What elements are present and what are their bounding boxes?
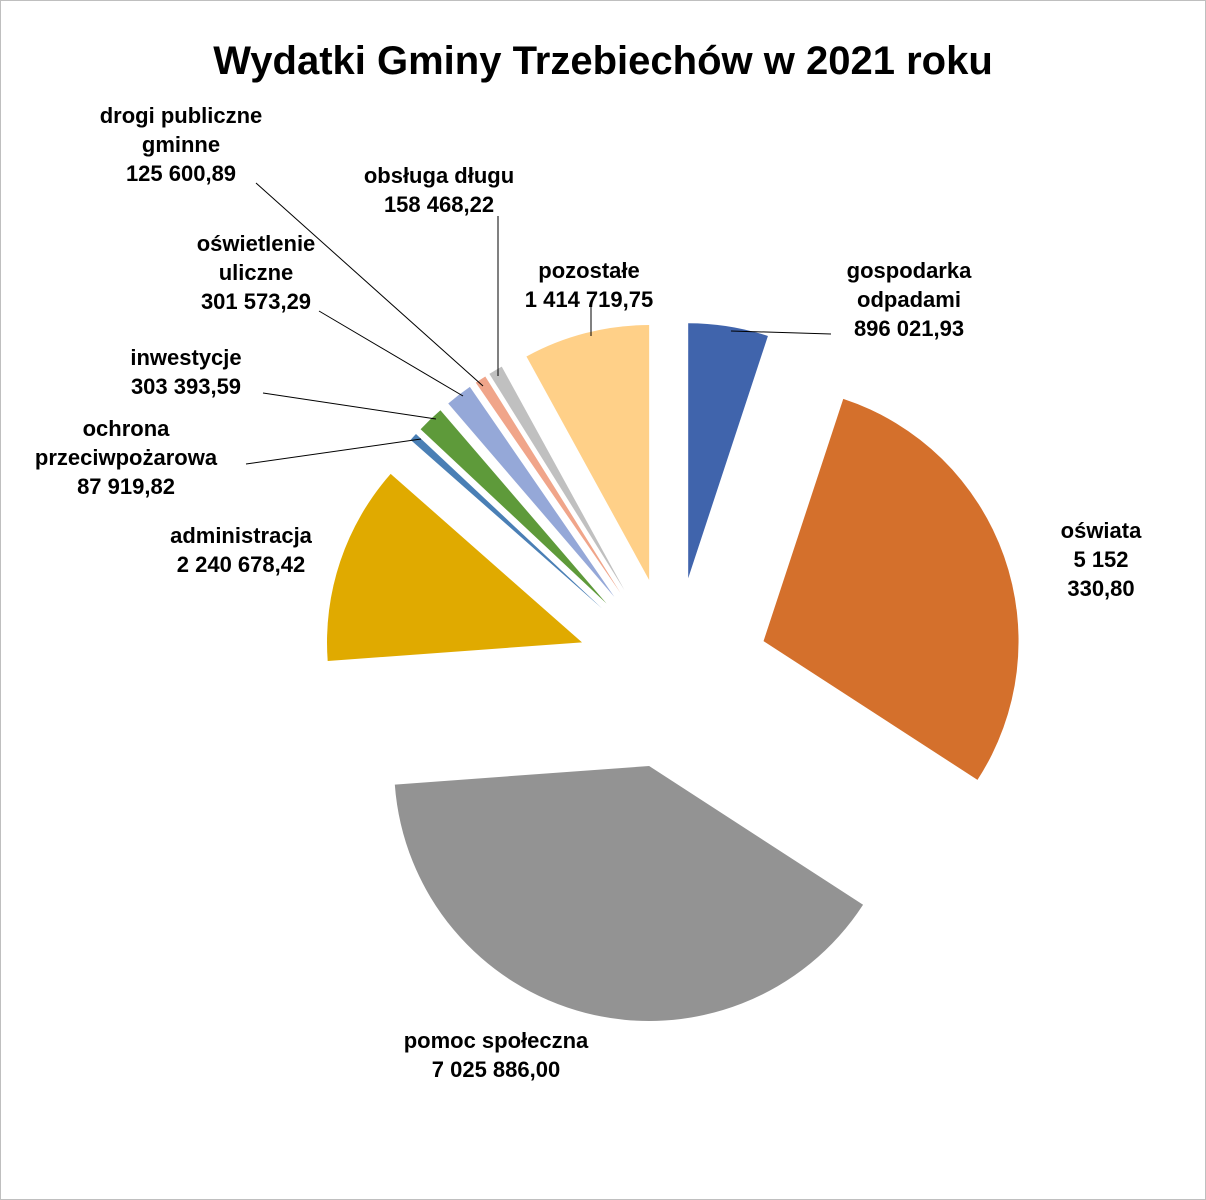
data-label: gospodarka odpadami 896 021,93 — [847, 256, 972, 343]
pie-slice — [688, 323, 768, 579]
pie-slice — [410, 433, 602, 609]
value-label: 1 414 719,75 — [524, 287, 654, 312]
data-label: obsługa długu 158 468,22 — [364, 161, 514, 219]
pie-slice — [420, 410, 607, 604]
pie-slice — [526, 325, 650, 581]
value-label: 5 152 330,80 — [1067, 547, 1135, 601]
chart-title: Wydatki Gminy Trzebiechów w 2021 roku — [213, 39, 993, 83]
category-label: gospodarka odpadami — [846, 258, 972, 312]
pie-slice — [394, 765, 864, 1021]
value-label: 125 600,89 — [125, 161, 237, 186]
value-label: 896 021,93 — [853, 316, 965, 341]
data-label: drogi publiczne gminne 125 600,89 — [100, 101, 263, 188]
pie-slice — [327, 473, 583, 661]
data-label: inwestycje 303 393,59 — [130, 343, 241, 401]
pie-slice — [489, 366, 625, 591]
data-label: administracja 2 240 678,42 — [170, 521, 312, 579]
pie-slice — [475, 376, 621, 593]
leader-line — [245, 438, 422, 465]
category-label: oświata — [1060, 518, 1142, 543]
value-label: 87 919,82 — [77, 474, 175, 499]
leader-line — [255, 182, 484, 387]
category-label: obsługa długu — [363, 163, 515, 188]
data-label: oświata 5 152 330,80 — [1049, 516, 1153, 603]
value-label: 2 240 678,42 — [176, 552, 306, 577]
leader-line — [730, 330, 832, 335]
value-label: 7 025 886,00 — [431, 1057, 561, 1082]
value-label: 301 573,29 — [200, 289, 312, 314]
pie-slice — [448, 386, 615, 597]
category-label: ochrona przeciwpożarowa — [34, 416, 218, 470]
data-label: ochrona przeciwpożarowa 87 919,82 — [35, 414, 217, 501]
category-label: administracja — [170, 523, 312, 548]
data-label: pomoc społeczna 7 025 886,00 — [404, 1026, 589, 1084]
value-label: 303 393,59 — [130, 374, 242, 399]
category-label: oświetlenie uliczne — [196, 231, 316, 285]
category-label: inwestycje — [130, 345, 242, 370]
category-label: pomoc społeczna — [403, 1028, 589, 1053]
leader-line — [262, 392, 437, 420]
data-label: oświetlenie uliczne 301 573,29 — [197, 229, 316, 316]
value-label: 158 468,22 — [383, 192, 495, 217]
category-label: drogi publiczne gminne — [99, 103, 263, 157]
data-label: pozostałe 1 414 719,75 — [525, 256, 653, 314]
category-label: pozostałe — [538, 258, 640, 283]
leader-line — [318, 310, 464, 397]
pie-slice — [763, 398, 1019, 780]
